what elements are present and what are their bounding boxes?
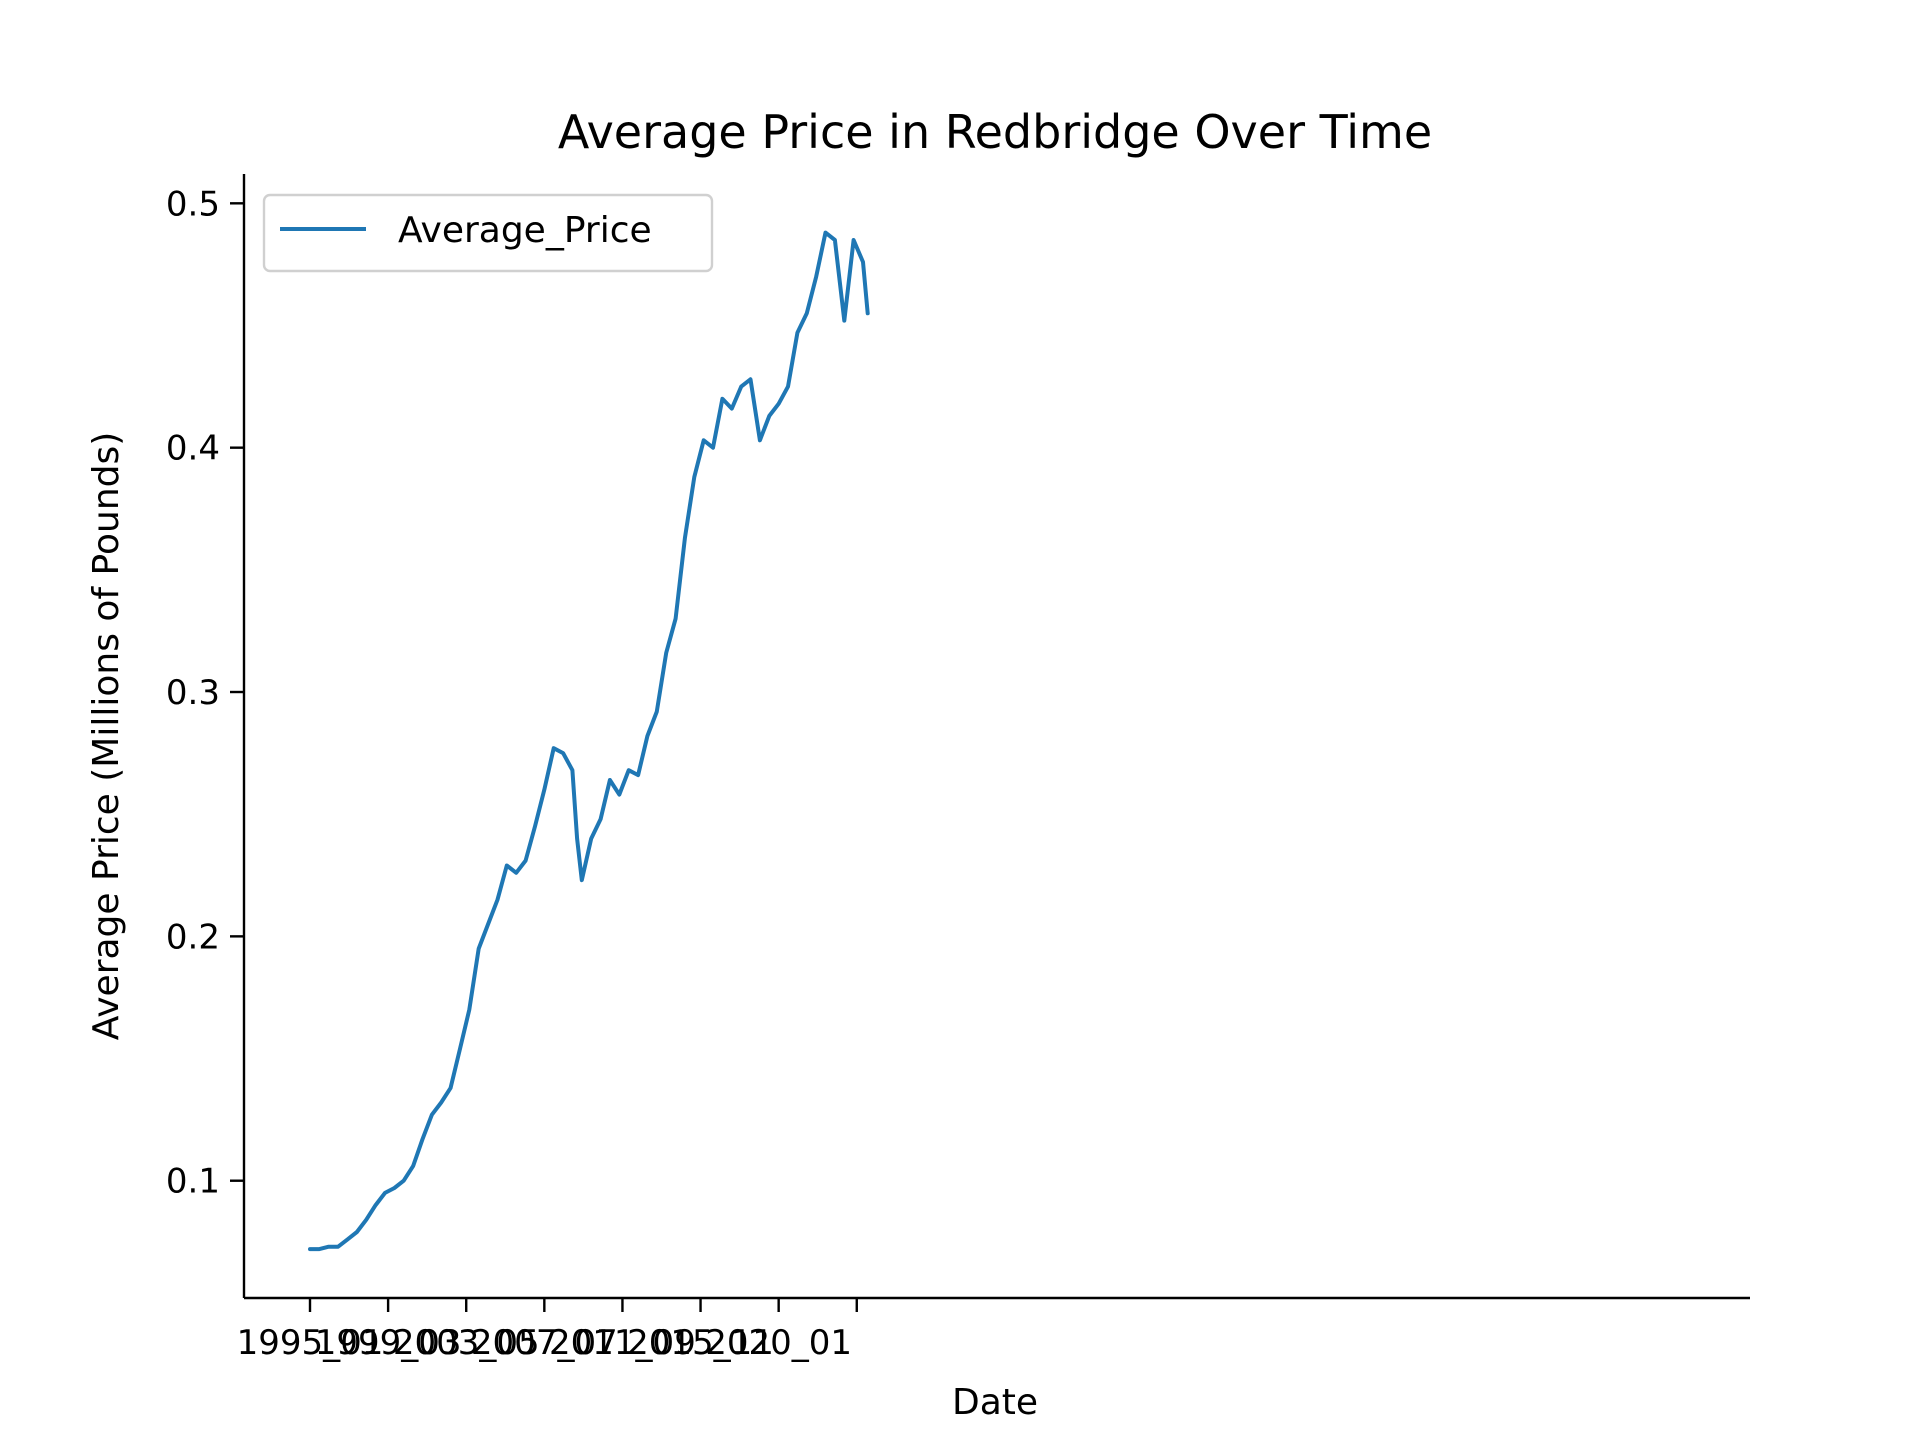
- legend-label: Average_Price: [398, 210, 652, 251]
- y-ticks: 0.1 0.2 0.3 0.4 0.5: [166, 184, 244, 1202]
- x-tick-label: 2003_05: [393, 1323, 540, 1363]
- chart-title: Average Price in Redbridge Over Time: [558, 105, 1432, 159]
- legend: Average_Price: [262, 193, 714, 273]
- y-tick-label: 0.5: [166, 184, 220, 224]
- x-axis-label: Date: [952, 1382, 1038, 1423]
- y-tick-label: 0.4: [166, 429, 220, 469]
- x-tick-label: 2011_09: [549, 1323, 696, 1363]
- series-line-average-price: [308, 230, 870, 1252]
- y-tick-label: 0.1: [166, 1162, 220, 1202]
- y-tick-label: 0.3: [166, 673, 220, 713]
- plot-area: 1995_011999_032003_052007_072011_092015_…: [166, 174, 1750, 1363]
- x-tick-label: 2007_07: [471, 1323, 618, 1363]
- x-tick-label: 1995_01: [237, 1323, 384, 1363]
- x-tick-label: 1999_03: [315, 1323, 462, 1363]
- x-tick-label: 2020_01: [705, 1323, 852, 1363]
- legend-box: [262, 193, 714, 273]
- x-ticks: 1995_011999_032003_052007_072011_092015_…: [237, 1298, 858, 1363]
- x-tick-label: 2015_11: [627, 1323, 774, 1363]
- y-tick-label: 0.2: [166, 917, 220, 957]
- y-axis-label: Average Price (Millions of Pounds): [86, 432, 127, 1041]
